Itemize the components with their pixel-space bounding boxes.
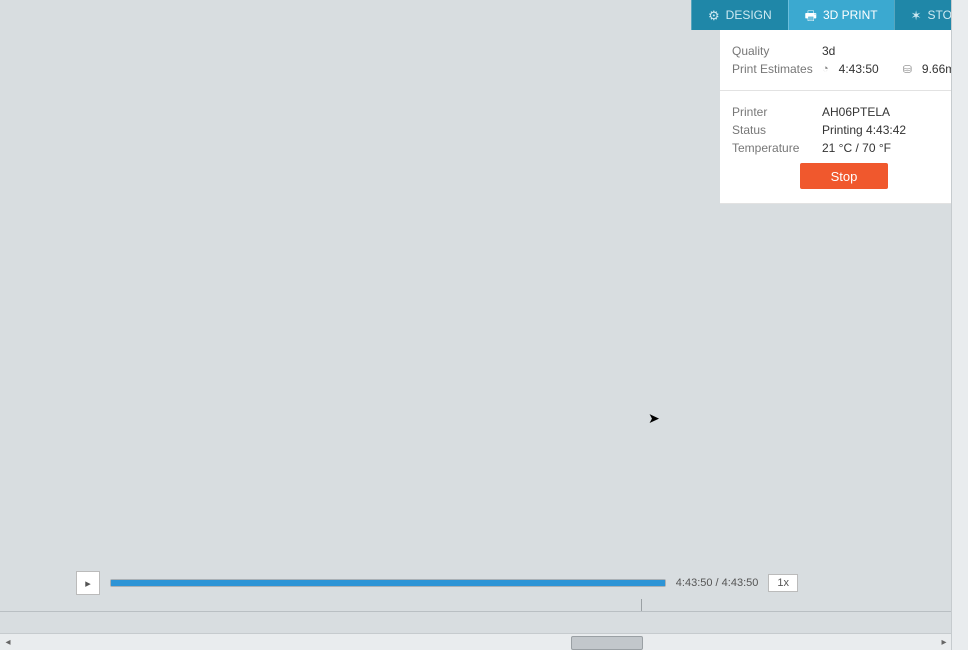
playback-fill	[111, 580, 665, 586]
mode-tabbar: ⚙ DESIGN 🖶 3D PRINT ✶ STO	[691, 0, 968, 30]
scroll-left-icon[interactable]: ◂	[0, 634, 16, 650]
playback-speed[interactable]: 1x	[768, 574, 798, 592]
clock-icon: ◔	[822, 63, 829, 75]
tab-3dprint[interactable]: 🖶 3D PRINT	[788, 0, 894, 30]
playback-bar: ▸ 4:43:50 / 4:43:50 1x	[76, 572, 798, 594]
status-value: Printing 4:43:42	[822, 123, 906, 137]
separator-tick	[641, 599, 642, 611]
tab-design[interactable]: ⚙ DESIGN	[691, 0, 788, 30]
horizontal-scrollbar[interactable]: ◂ ▸	[0, 633, 952, 650]
vertical-scrollbar[interactable]	[951, 0, 968, 650]
temperature-value: 21 °C / 70 °F	[822, 141, 891, 155]
tab-3dprint-label: 3D PRINT	[823, 8, 878, 22]
tab-design-label: DESIGN	[726, 8, 772, 22]
temperature-label: Temperature	[732, 141, 814, 155]
play-button[interactable]: ▸	[76, 571, 100, 595]
playback-time: 4:43:50 / 4:43:50	[676, 577, 759, 589]
design-icon: ⚙	[708, 9, 720, 22]
quality-value: 3d	[822, 44, 943, 58]
playback-slider[interactable]	[110, 579, 666, 587]
scrollbar-thumb[interactable]	[571, 636, 643, 650]
stop-button[interactable]: Stop	[800, 163, 888, 189]
printer-dropdown[interactable]: Printer AH06PTELA ▾	[732, 105, 956, 119]
store-icon: ✶	[911, 9, 922, 22]
printer-value: AH06PTELA	[822, 105, 943, 119]
estimates-label: Print Estimates	[732, 62, 814, 76]
printer-label: Printer	[732, 105, 814, 119]
tab-third-label: STO	[928, 8, 952, 22]
mouse-cursor: ➤	[648, 410, 660, 427]
status-label: Status	[732, 123, 814, 137]
scroll-right-icon[interactable]: ▸	[936, 634, 952, 650]
panel-separator	[0, 599, 952, 612]
quality-dropdown[interactable]: Quality 3d ▾	[732, 44, 956, 58]
filament-icon: ⛁	[903, 63, 912, 76]
play-icon: ▸	[85, 577, 91, 590]
estimate-time: 4:43:50	[839, 62, 879, 76]
quality-label: Quality	[732, 44, 814, 58]
print-settings-panel: Quality 3d ▾ Print Estimates ◔ 4:43:50 ⛁…	[720, 30, 968, 204]
print-icon: 🖶	[805, 9, 817, 22]
